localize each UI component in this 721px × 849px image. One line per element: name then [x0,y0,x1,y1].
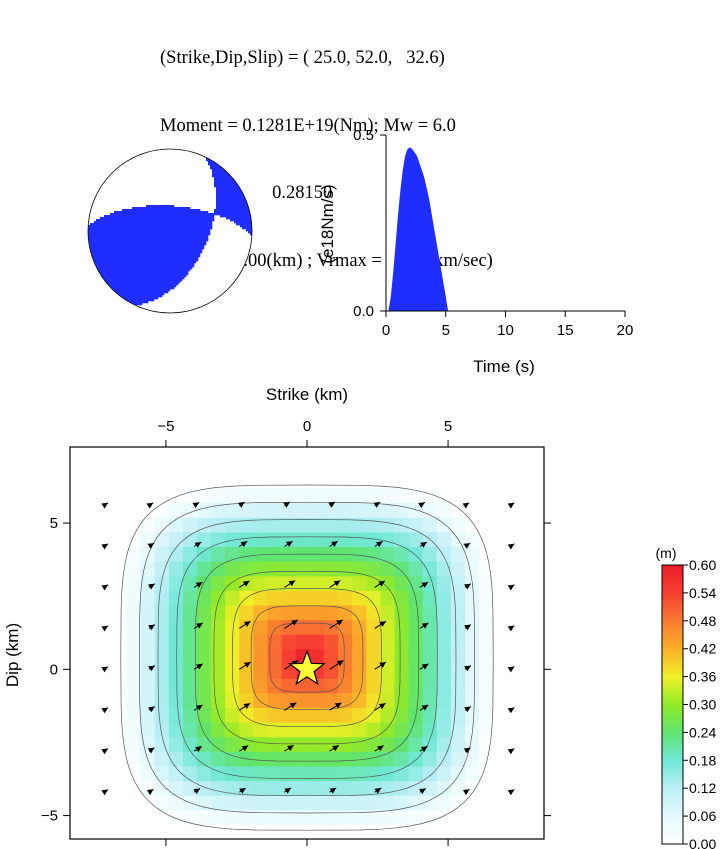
colorbar-tick-label: 0.36 [689,669,716,685]
strike-tick-label: 0 [303,418,311,435]
stf-x-tick-label: 5 [442,322,450,339]
colorbar-tick-label: 0.54 [689,585,716,601]
colorbar-tick-label: 0.24 [689,724,716,740]
colorbar: (m) 0.00 0.06 0.12 0.18 0.24 0.30 0.36 0.42 0.48… [656,545,717,849]
slip-map: −5 0 5 −5 0 5 Strike (km) Dip (km) [3,385,551,846]
stf-x-tick-label: 20 [617,322,634,339]
stf-y-tick-label: 0.0 [353,303,374,320]
strike-tick-label: 5 [444,418,452,435]
stf-x-tick-label: 0 [382,322,390,339]
colorbar-tick-label: 0.12 [689,780,716,796]
stf-x-ticks: 0 5 10 15 20 [382,311,634,339]
slip-cells [126,488,494,825]
fault-params-line: (Strike,Dip,Slip) = ( 25.0, 52.0, 32.6) [160,48,445,68]
colorbar-tick-label: 0.42 [689,641,716,657]
stf-y-tick-label: 0.5 [353,127,374,144]
compressional-quadrants [88,155,252,308]
slip-map-ticks: −5 0 5 −5 0 5 [41,418,551,846]
stf-x-tick-label: 15 [557,322,574,339]
beachball-outline [87,148,253,314]
colorbar-tick-label: 0.18 [689,752,716,768]
beachball [87,148,253,314]
stf-x-tick-label: 10 [497,322,514,339]
slip-vectors [101,501,515,796]
strike-tick-label: −5 [157,418,174,435]
dip-tick-label: 5 [50,515,58,532]
colorbar-tick-label: 0.30 [689,697,716,713]
stf-area [388,147,449,311]
header-text: (Strike,Dip,Slip) = ( 25.0, 52.0, 32.6) … [160,2,493,295]
hypocenter-star [288,649,326,686]
colorbar-ticks: 0.00 0.06 0.12 0.18 0.24 0.30 0.36 0.42 0.48 0.54… [683,557,716,849]
source-time-function: 0 5 10 15 20 0.0 0.5 Time (s) (e18Nm/s) [318,127,633,376]
stf-y-ticks: 0.0 0.5 [353,127,386,320]
colorbar-scale [661,564,684,845]
stf-x-label: Time (s) [473,357,535,376]
colorbar-tick-label: 0.00 [689,836,716,849]
strike-axis-label: Strike (km) [266,385,348,404]
colorbar-unit: (m) [656,545,677,561]
dip-axis-label: Dip (km) [3,623,22,687]
colorbar-tick-label: 0.60 [689,557,716,573]
colorbar-tick-label: 0.48 [689,613,716,629]
dip-tick-label: −5 [41,808,58,825]
moment-line: Moment = 0.1281E+19(Nm); Mw = 6.0 [160,115,456,136]
dip-tick-label: 0 [50,661,58,678]
stf-y-label: (e18Nm/s) [318,184,337,263]
colorbar-tick-label: 0.06 [689,808,716,824]
